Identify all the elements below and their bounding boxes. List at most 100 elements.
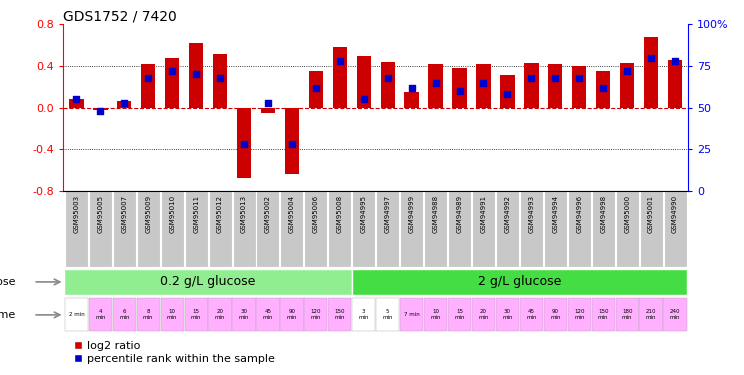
Point xyxy=(214,75,226,81)
Bar xyxy=(376,191,400,267)
Bar xyxy=(520,191,543,267)
Bar xyxy=(233,191,255,267)
Text: GSM95001: GSM95001 xyxy=(648,195,654,233)
Text: 180
min: 180 min xyxy=(622,309,632,320)
Bar xyxy=(208,191,231,267)
Bar xyxy=(185,191,208,267)
Bar xyxy=(568,298,591,331)
Bar xyxy=(668,60,682,108)
Bar xyxy=(65,268,352,295)
Bar xyxy=(352,268,687,295)
Text: GSM95011: GSM95011 xyxy=(193,195,199,233)
Text: 240
min: 240 min xyxy=(670,309,680,320)
Bar xyxy=(333,47,347,108)
Point xyxy=(525,75,537,81)
Text: GSM94998: GSM94998 xyxy=(600,195,606,233)
Point xyxy=(71,96,83,102)
Bar xyxy=(137,191,160,267)
Point xyxy=(645,55,657,61)
Bar xyxy=(257,298,280,331)
Bar xyxy=(113,191,136,267)
Bar xyxy=(476,64,490,108)
Text: GSM95004: GSM95004 xyxy=(289,195,295,233)
Bar xyxy=(161,191,184,267)
Bar xyxy=(591,298,615,331)
Text: 45
min: 45 min xyxy=(263,309,273,320)
Bar xyxy=(208,298,231,331)
Point xyxy=(118,100,130,106)
Bar xyxy=(400,191,423,267)
Bar xyxy=(257,191,280,267)
Bar xyxy=(380,62,395,108)
Text: GDS1752 / 7420: GDS1752 / 7420 xyxy=(63,9,177,23)
Bar xyxy=(640,191,663,267)
Text: GSM95010: GSM95010 xyxy=(169,195,175,233)
Point xyxy=(405,85,417,91)
Bar xyxy=(165,58,179,108)
Bar xyxy=(644,37,658,108)
Text: 210
min: 210 min xyxy=(646,309,656,320)
Text: 20
min: 20 min xyxy=(215,309,225,320)
Text: 45
min: 45 min xyxy=(526,309,536,320)
Bar xyxy=(69,99,83,108)
Bar xyxy=(400,298,423,331)
Bar xyxy=(356,56,371,108)
Bar xyxy=(328,298,351,331)
Bar xyxy=(640,298,663,331)
Bar xyxy=(472,191,495,267)
Bar xyxy=(93,108,108,110)
Text: GSM94988: GSM94988 xyxy=(432,195,438,233)
Point xyxy=(382,75,394,81)
Text: 6
min: 6 min xyxy=(119,309,129,320)
Bar xyxy=(117,101,132,108)
Bar xyxy=(376,298,400,331)
Bar xyxy=(65,191,88,267)
Point xyxy=(501,91,513,97)
Text: time: time xyxy=(0,310,16,320)
Text: 3
min: 3 min xyxy=(359,309,369,320)
Text: 20
min: 20 min xyxy=(478,309,489,320)
Text: GSM94991: GSM94991 xyxy=(481,195,487,233)
Point xyxy=(597,85,609,91)
Text: GSM94989: GSM94989 xyxy=(457,195,463,233)
Text: 2 g/L glucose: 2 g/L glucose xyxy=(478,275,561,288)
Bar xyxy=(496,298,519,331)
Text: 0.2 g/L glucose: 0.2 g/L glucose xyxy=(161,275,256,288)
Point xyxy=(286,141,298,147)
Bar xyxy=(424,298,447,331)
Text: GSM94999: GSM94999 xyxy=(408,195,414,233)
Text: GSM95007: GSM95007 xyxy=(121,195,127,233)
Text: GSM94996: GSM94996 xyxy=(577,195,583,233)
Bar xyxy=(352,191,375,267)
Text: GSM94994: GSM94994 xyxy=(552,195,558,233)
Text: 15
min: 15 min xyxy=(191,309,202,320)
Point xyxy=(262,100,274,106)
Bar xyxy=(548,64,562,108)
Text: 30
min: 30 min xyxy=(502,309,513,320)
Bar xyxy=(213,54,227,108)
Bar xyxy=(500,75,515,108)
Text: GSM95013: GSM95013 xyxy=(241,195,247,233)
Point xyxy=(669,58,681,64)
Bar xyxy=(525,63,539,108)
Legend: log2 ratio, percentile rank within the sample: log2 ratio, percentile rank within the s… xyxy=(68,337,279,368)
Point xyxy=(142,75,154,81)
Text: dose: dose xyxy=(0,277,16,287)
Text: 120
min: 120 min xyxy=(574,309,585,320)
Text: 10
min: 10 min xyxy=(167,309,177,320)
Bar xyxy=(620,63,635,108)
Bar xyxy=(161,298,184,331)
Text: GSM95005: GSM95005 xyxy=(97,195,103,233)
Bar xyxy=(309,71,323,108)
Text: 150
min: 150 min xyxy=(335,309,345,320)
Text: 150
min: 150 min xyxy=(598,309,609,320)
Text: 90
min: 90 min xyxy=(286,309,297,320)
Bar xyxy=(304,298,327,331)
Bar xyxy=(591,191,615,267)
Text: 7 min: 7 min xyxy=(404,312,420,316)
Bar xyxy=(65,298,88,331)
Bar xyxy=(285,108,299,174)
Text: 120
min: 120 min xyxy=(310,309,321,320)
Point xyxy=(358,96,370,102)
Bar xyxy=(572,66,586,108)
